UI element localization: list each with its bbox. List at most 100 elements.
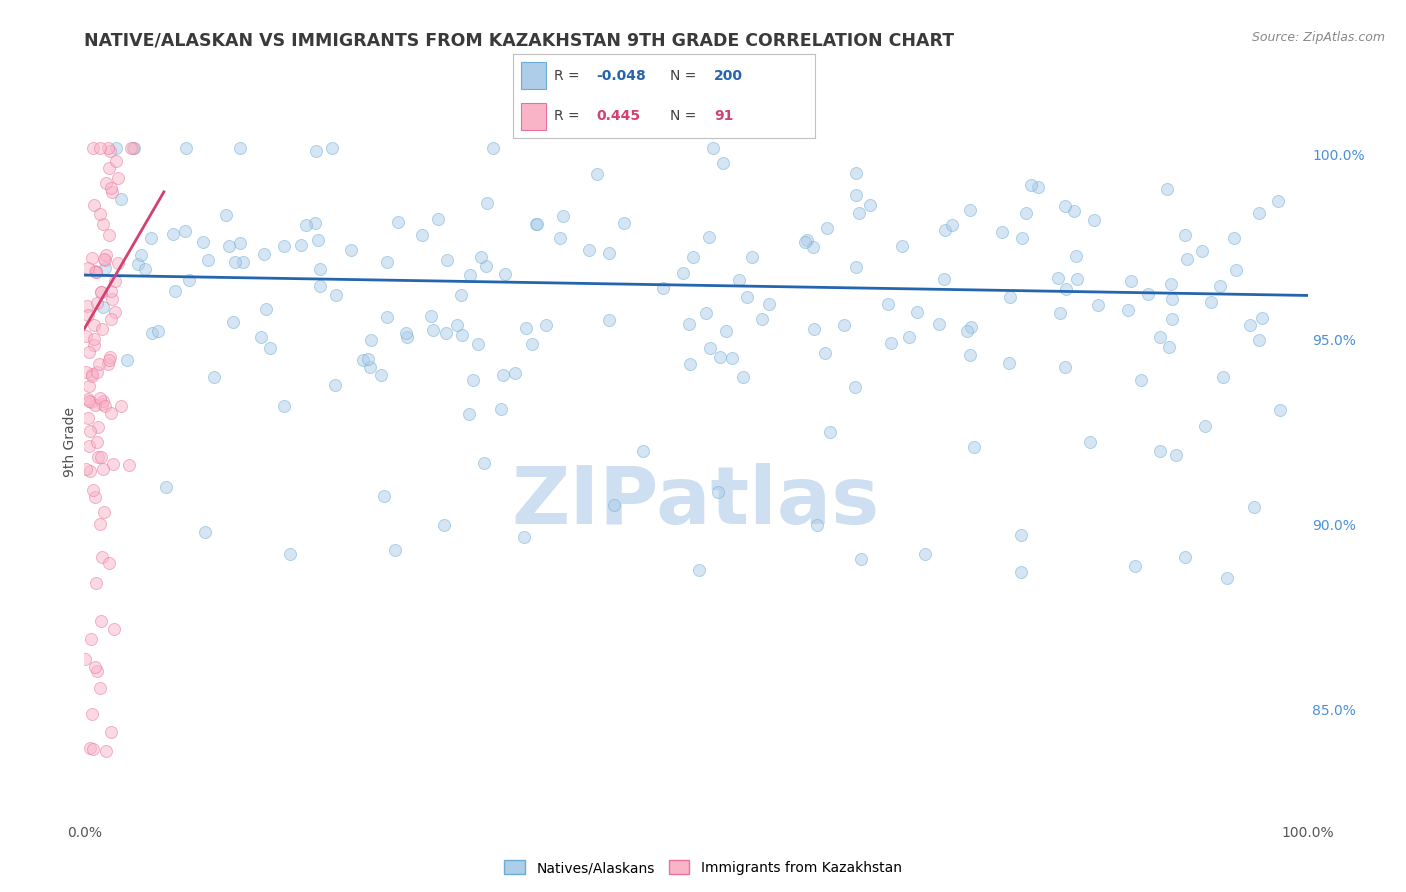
- Point: [991, 225, 1014, 239]
- Point: [82, 483, 104, 497]
- Point: [352, 353, 374, 368]
- Point: [194, 524, 217, 539]
- Point: [1161, 292, 1184, 306]
- Point: [82, 140, 104, 154]
- Point: [434, 326, 457, 340]
- Point: [93, 461, 115, 475]
- Point: [1164, 448, 1187, 462]
- Point: [897, 330, 920, 344]
- Point: [1249, 333, 1271, 347]
- Point: [436, 253, 458, 268]
- Text: 0.445: 0.445: [596, 109, 641, 123]
- Point: [419, 309, 441, 323]
- Legend: Natives/Alaskans, Immigrants from Kazakhstan: Natives/Alaskans, Immigrants from Kazakh…: [499, 855, 907, 880]
- Point: [598, 313, 620, 327]
- Point: [370, 368, 392, 382]
- Point: [818, 425, 841, 439]
- Point: [709, 350, 731, 364]
- Point: [224, 255, 246, 269]
- Point: [702, 140, 724, 154]
- Point: [89, 516, 111, 531]
- Point: [100, 293, 122, 307]
- Point: [1021, 178, 1043, 193]
- Point: [232, 255, 254, 269]
- Point: [97, 357, 120, 371]
- Point: [86, 420, 108, 434]
- Point: [491, 401, 513, 416]
- Point: [82, 706, 104, 721]
- Point: [93, 504, 115, 518]
- Point: [815, 220, 838, 235]
- Point: [1049, 306, 1071, 320]
- Point: [513, 530, 536, 544]
- Point: [98, 557, 121, 571]
- Point: [80, 368, 103, 382]
- Point: [586, 167, 609, 181]
- Point: [758, 296, 780, 310]
- Point: [806, 518, 828, 533]
- Point: [139, 231, 162, 245]
- Point: [672, 266, 695, 280]
- Point: [174, 224, 197, 238]
- Point: [221, 315, 243, 329]
- Point: [1208, 279, 1230, 293]
- Point: [100, 284, 122, 298]
- Point: [458, 407, 481, 421]
- Point: [801, 240, 824, 254]
- Point: [711, 156, 734, 170]
- Point: [1159, 340, 1181, 354]
- Point: [79, 425, 101, 439]
- Point: [733, 369, 755, 384]
- Point: [697, 229, 720, 244]
- Point: [94, 176, 117, 190]
- Point: [83, 660, 105, 674]
- Point: [578, 243, 600, 257]
- Point: [100, 181, 122, 195]
- Point: [793, 235, 815, 249]
- Point: [177, 273, 200, 287]
- Point: [1243, 500, 1265, 514]
- Point: [844, 380, 866, 394]
- Point: [373, 489, 395, 503]
- Point: [100, 725, 122, 739]
- Point: [97, 227, 120, 242]
- Point: [325, 288, 347, 302]
- Point: [458, 268, 481, 282]
- Text: N =: N =: [671, 109, 702, 123]
- Point: [1054, 282, 1077, 296]
- Point: [678, 317, 700, 331]
- Point: [1010, 528, 1032, 542]
- Y-axis label: 9th Grade: 9th Grade: [63, 407, 77, 476]
- Point: [1160, 277, 1182, 292]
- Point: [82, 742, 104, 756]
- Bar: [520, 62, 547, 89]
- Text: N =: N =: [671, 69, 702, 83]
- Point: [515, 320, 537, 334]
- Point: [997, 356, 1019, 370]
- Point: [115, 352, 138, 367]
- Point: [603, 498, 626, 512]
- Point: [110, 192, 132, 206]
- Point: [93, 252, 115, 266]
- Point: [294, 218, 316, 232]
- Point: [1053, 199, 1076, 213]
- Point: [1011, 231, 1033, 245]
- Point: [1194, 418, 1216, 433]
- Point: [551, 209, 574, 223]
- Point: [1083, 213, 1105, 227]
- Point: [450, 288, 472, 302]
- Text: -0.048: -0.048: [596, 69, 647, 83]
- Point: [104, 154, 127, 169]
- Point: [162, 227, 184, 241]
- Point: [104, 274, 127, 288]
- Point: [273, 399, 295, 413]
- Point: [141, 326, 163, 340]
- Point: [845, 188, 868, 202]
- Point: [1121, 274, 1143, 288]
- Point: [1026, 179, 1049, 194]
- Point: [720, 351, 742, 365]
- Point: [84, 265, 107, 279]
- Point: [83, 338, 105, 352]
- Point: [959, 202, 981, 217]
- Point: [1149, 443, 1171, 458]
